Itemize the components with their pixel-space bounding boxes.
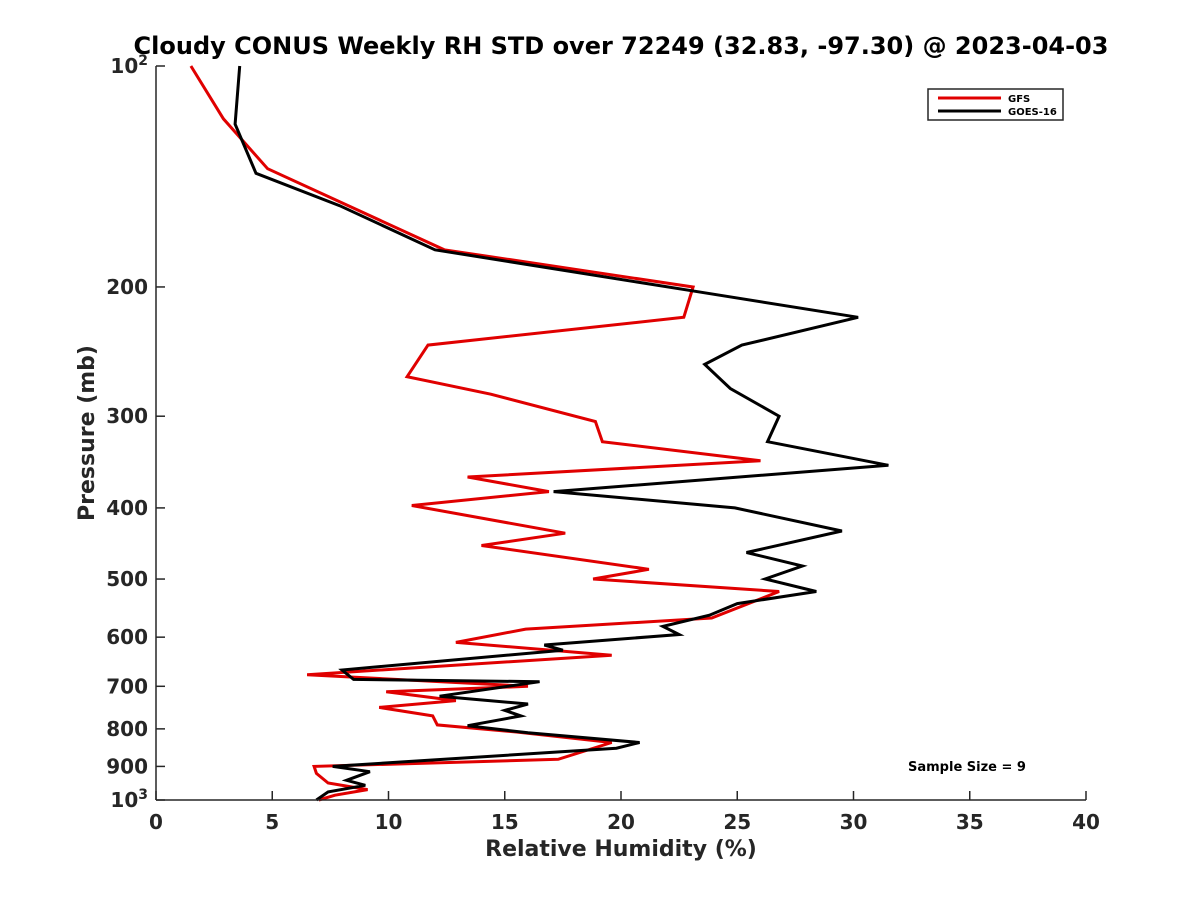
y-axis-label: Pressure (mb)	[75, 345, 100, 521]
legend: GFS GOES-16	[927, 88, 1064, 121]
legend-box	[927, 88, 1064, 121]
y-tick-label: 700	[106, 674, 148, 698]
x-tick-label: 0	[149, 810, 163, 834]
legend-entry: GOES-16	[1008, 107, 1057, 118]
series-group	[189, 65, 889, 802]
y-tick-label: 400	[106, 496, 148, 520]
y-tick-label: 500	[106, 567, 148, 591]
y-tick-label: 600	[106, 625, 148, 649]
chart-title: Cloudy CONUS Weekly RH STD over 72249 (3…	[134, 32, 1109, 60]
y-tick-label: 102	[110, 53, 148, 78]
y-tick-label: 103	[110, 787, 148, 812]
y-tick-label: 800	[106, 717, 148, 741]
x-tick-label: 5	[265, 810, 279, 834]
x-tick-label: 10	[375, 810, 403, 834]
y-tick-label: 200	[106, 275, 148, 299]
y-tick-label: 900	[106, 754, 148, 778]
series-line-goes-16	[233, 65, 889, 802]
x-tick-label: 40	[1072, 810, 1100, 834]
tick-labels-group: 0 5 10 15 20 25 30 35 40 102 200 300 400 500 600 700 800…	[106, 53, 1100, 834]
sample-size-annotation: Sample Size = 9	[908, 760, 1026, 775]
x-tick-label: 35	[956, 810, 984, 834]
x-axis-label: Relative Humidity (%)	[485, 837, 757, 862]
x-tick-label: 15	[491, 810, 519, 834]
y-tick-label: 300	[106, 404, 148, 428]
x-tick-label: 25	[723, 810, 751, 834]
legend-entry: GFS	[1008, 94, 1030, 105]
x-tick-label: 30	[840, 810, 868, 834]
x-tick-label: 20	[607, 810, 635, 834]
axes-group	[155, 65, 1087, 801]
